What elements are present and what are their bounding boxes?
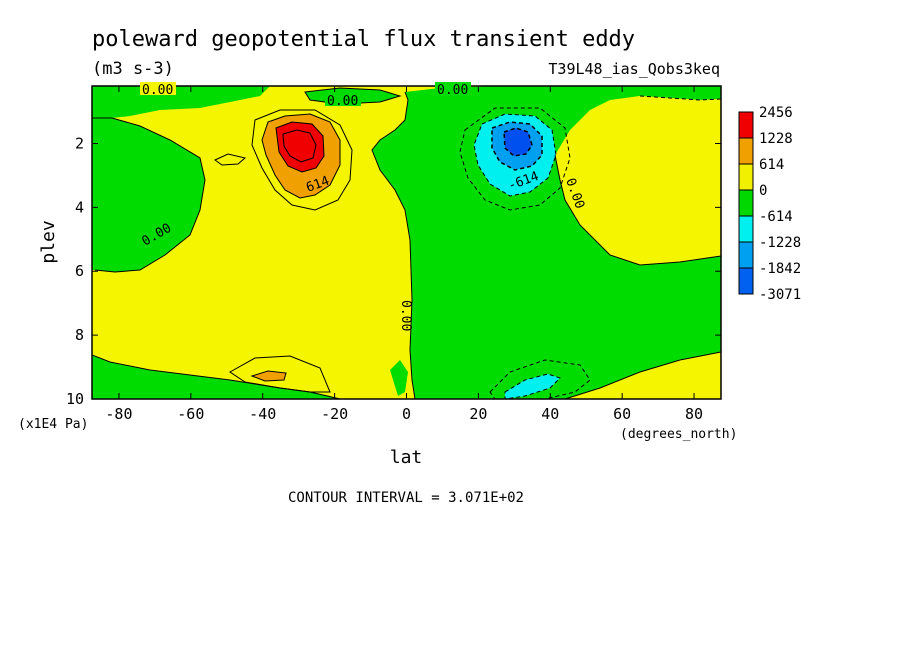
positive-level-2 [276, 122, 324, 172]
colorbar-label: 614 [759, 157, 784, 173]
contour-label: 0.00 [398, 300, 413, 331]
y-tick-label: 10 [66, 390, 84, 408]
colorbar-label: -3071 [759, 287, 801, 303]
colorbar-label: -1228 [759, 235, 801, 251]
colorbar-label: 0 [759, 183, 767, 199]
y-tick-label: 4 [75, 198, 84, 216]
positive-level-1-small [250, 370, 287, 382]
x-tick-label: -80 [105, 405, 132, 423]
x-axis: -80 -60 -40 -20 0 20 40 60 80 [105, 86, 703, 423]
x-axis-units: (degrees_north) [620, 427, 737, 442]
x-tick-label: 60 [613, 405, 631, 423]
colorbar-swatch [738, 267, 754, 295]
contour-label: 0.00 [327, 94, 358, 109]
y-axis-units: (x1E4 Pa) [18, 417, 88, 432]
x-tick-label: 20 [469, 405, 487, 423]
x-tick-label: 0 [402, 405, 411, 423]
y-axis: 2 4 6 8 10 [66, 134, 721, 408]
colorbar-swatch [738, 241, 754, 269]
negative-level-1-small [504, 373, 561, 399]
positive-region-right-2 [565, 96, 721, 220]
colorbar-label: -1842 [759, 261, 801, 277]
x-tick-label: -20 [321, 405, 348, 423]
x-tick-label: 40 [541, 405, 559, 423]
contour-label: 0.00 [142, 83, 173, 98]
colorbar-swatch [738, 111, 754, 139]
contour-label: 0.00 [437, 83, 468, 98]
contour-interval: CONTOUR INTERVAL = 3.071E+02 [288, 490, 524, 506]
y-axis-label: plev [38, 220, 59, 263]
x-axis-label: lat [390, 447, 423, 468]
colorbar-swatch [738, 163, 754, 191]
chart-units: (m3 s-3) [92, 59, 174, 79]
negative-region-center [372, 86, 721, 399]
colorbar-swatch [738, 189, 754, 217]
negative-level-3 [504, 128, 532, 156]
colorbar-label: -614 [759, 209, 793, 225]
colorbar-label: 1228 [759, 131, 793, 147]
negative-region-small-2 [425, 146, 438, 166]
x-tick-label: 80 [685, 405, 703, 423]
x-tick-label: -40 [249, 405, 276, 423]
negative-region-upper-left [92, 86, 270, 118]
colorbar-label: 2456 [759, 105, 793, 121]
plot-area: 0.00 0.00 0.00 0.00 0.00 0.00 614 -614 -… [66, 82, 722, 423]
colorbar-swatch [738, 215, 754, 243]
negative-region-small [390, 360, 408, 396]
colorbar-swatch [738, 137, 754, 165]
y-tick-label: 6 [75, 262, 84, 280]
positive-region-bottom-right [565, 352, 721, 399]
y-tick-label: 8 [75, 326, 84, 344]
x-tick-label: -60 [177, 405, 204, 423]
positive-region-right [620, 99, 721, 256]
y-tick-label: 2 [75, 134, 84, 152]
run-label: T39L48_ias_Qobs3keq [548, 60, 720, 78]
negative-region-left [92, 118, 205, 272]
colorbar: 2456 1228 614 0 -614 -1228 -1842 -3071 [738, 105, 801, 303]
chart-title: poleward geopotential flux transient edd… [92, 27, 635, 52]
